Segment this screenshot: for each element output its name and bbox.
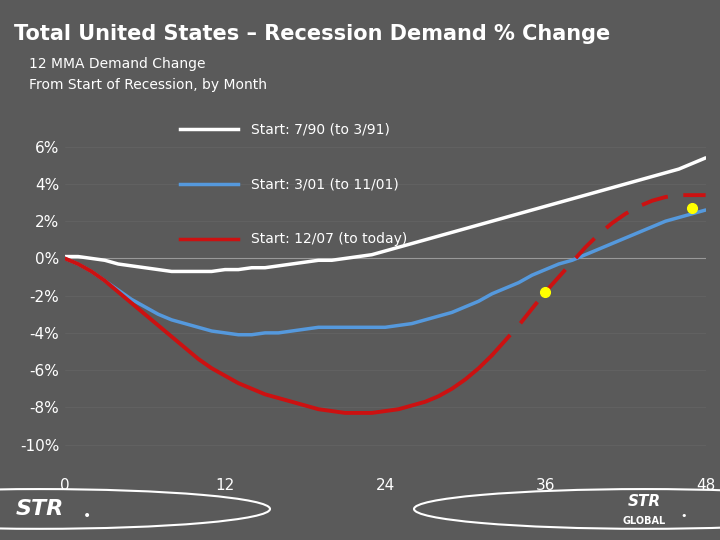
Text: Start: 7/90 (to 3/91): Start: 7/90 (to 3/91) (251, 123, 390, 137)
Text: Start: 12/07 (to today): Start: 12/07 (to today) (251, 232, 407, 246)
Text: STR: STR (15, 499, 64, 519)
Text: Total United States – Recession Demand % Change: Total United States – Recession Demand %… (14, 24, 611, 44)
Text: •: • (680, 511, 687, 522)
Text: GLOBAL: GLOBAL (623, 516, 666, 526)
Text: Start: 3/01 (to 11/01): Start: 3/01 (to 11/01) (251, 177, 398, 191)
Text: STR: STR (628, 494, 661, 509)
Text: 12 MMA Demand Change: 12 MMA Demand Change (29, 57, 205, 71)
Text: •: • (83, 509, 91, 523)
Text: From Start of Recession, by Month: From Start of Recession, by Month (29, 78, 267, 92)
